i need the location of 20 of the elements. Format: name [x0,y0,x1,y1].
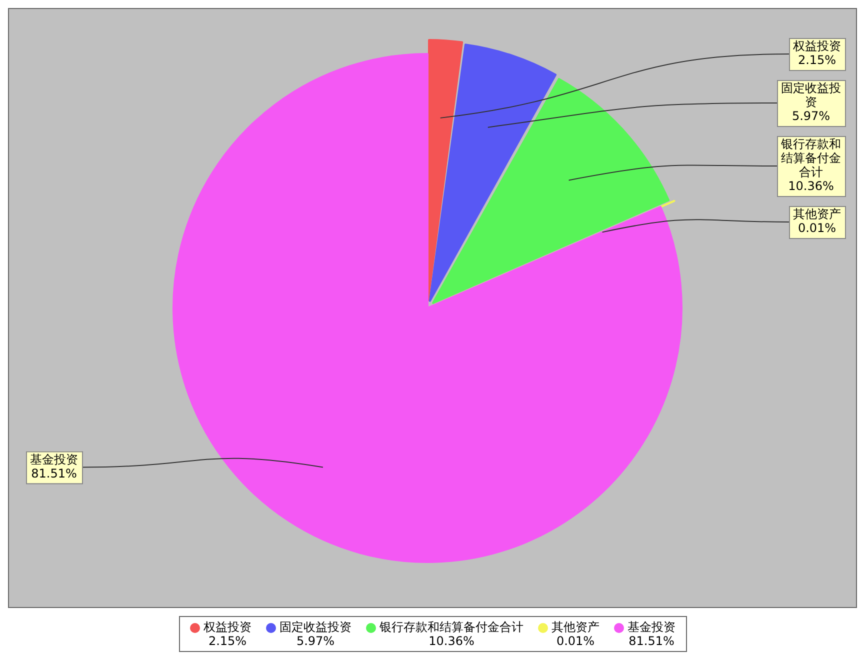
data-label: 0.01% [798,221,836,236]
legend-label: 基金投资 [628,620,676,634]
data-label: 10.36% [788,179,834,194]
data-label: 81.51% [31,466,77,480]
text: 2.15% [208,634,247,648]
text: 5.97% [296,634,335,648]
legend-label: 固定收益投资 [280,620,352,634]
data-label: 2.15% [798,53,836,68]
data-label: 5.97% [792,109,830,124]
slice-label: 权益投资 [792,39,841,54]
slice-label: 银行存款和结算备付金合计 [780,137,841,180]
slice-label: 其他资产 [793,207,841,222]
legend-label: 权益投资 [204,620,252,634]
text: 81.51% [628,634,674,648]
text: 10.36% [428,634,474,648]
legend-label: 其他资产 [552,620,600,634]
legend-label: 银行存款和结算备付金合计 [380,620,524,634]
slice-label: 固定收益投资 [781,81,841,110]
slice-label: 基金投资 [30,452,78,466]
text: 0.01% [556,634,595,648]
